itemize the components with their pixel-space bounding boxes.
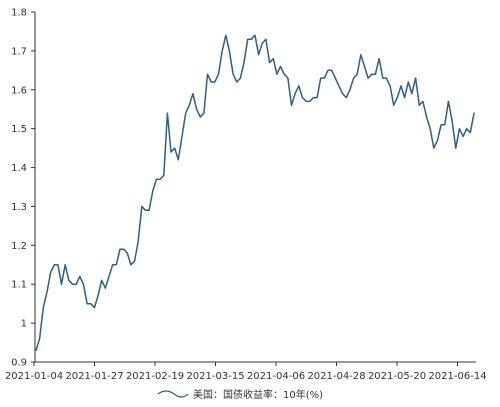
x-tick-label: 2021-01-04 [5, 371, 63, 382]
x-tick-label: 2021-03-15 [186, 371, 244, 382]
y-tick-label: 1.4 [11, 163, 27, 174]
y-tick-label: 1.5 [11, 124, 27, 135]
y-tick-label: 1.6 [11, 85, 27, 96]
legend-swatch [158, 391, 188, 397]
series-line [36, 35, 474, 350]
x-tick-label: 2021-06-14 [428, 371, 486, 382]
y-tick-label: 0.9 [11, 358, 27, 369]
x-tick-label: 2021-02-19 [126, 371, 184, 382]
legend-label: 美国：国债收益率：10年(%) [193, 388, 323, 401]
x-tick-label: 2021-04-28 [307, 371, 365, 382]
y-tick-label: 1.1 [11, 280, 27, 291]
y-tick-label: 1.8 [11, 8, 27, 19]
series-layer [36, 35, 474, 350]
y-tick-label: 1.3 [11, 202, 27, 213]
x-tick-label: 2021-04-06 [247, 371, 305, 382]
x-tick-label: 2021-05-20 [368, 371, 426, 382]
y-tick-label: 1.2 [11, 241, 27, 252]
x-tick-label: 2021-01-27 [65, 371, 123, 382]
y-tick-label: 1 [21, 319, 27, 330]
legend: 美国：国债收益率：10年(%) [158, 388, 323, 401]
y-tick-label: 1.7 [11, 46, 27, 57]
